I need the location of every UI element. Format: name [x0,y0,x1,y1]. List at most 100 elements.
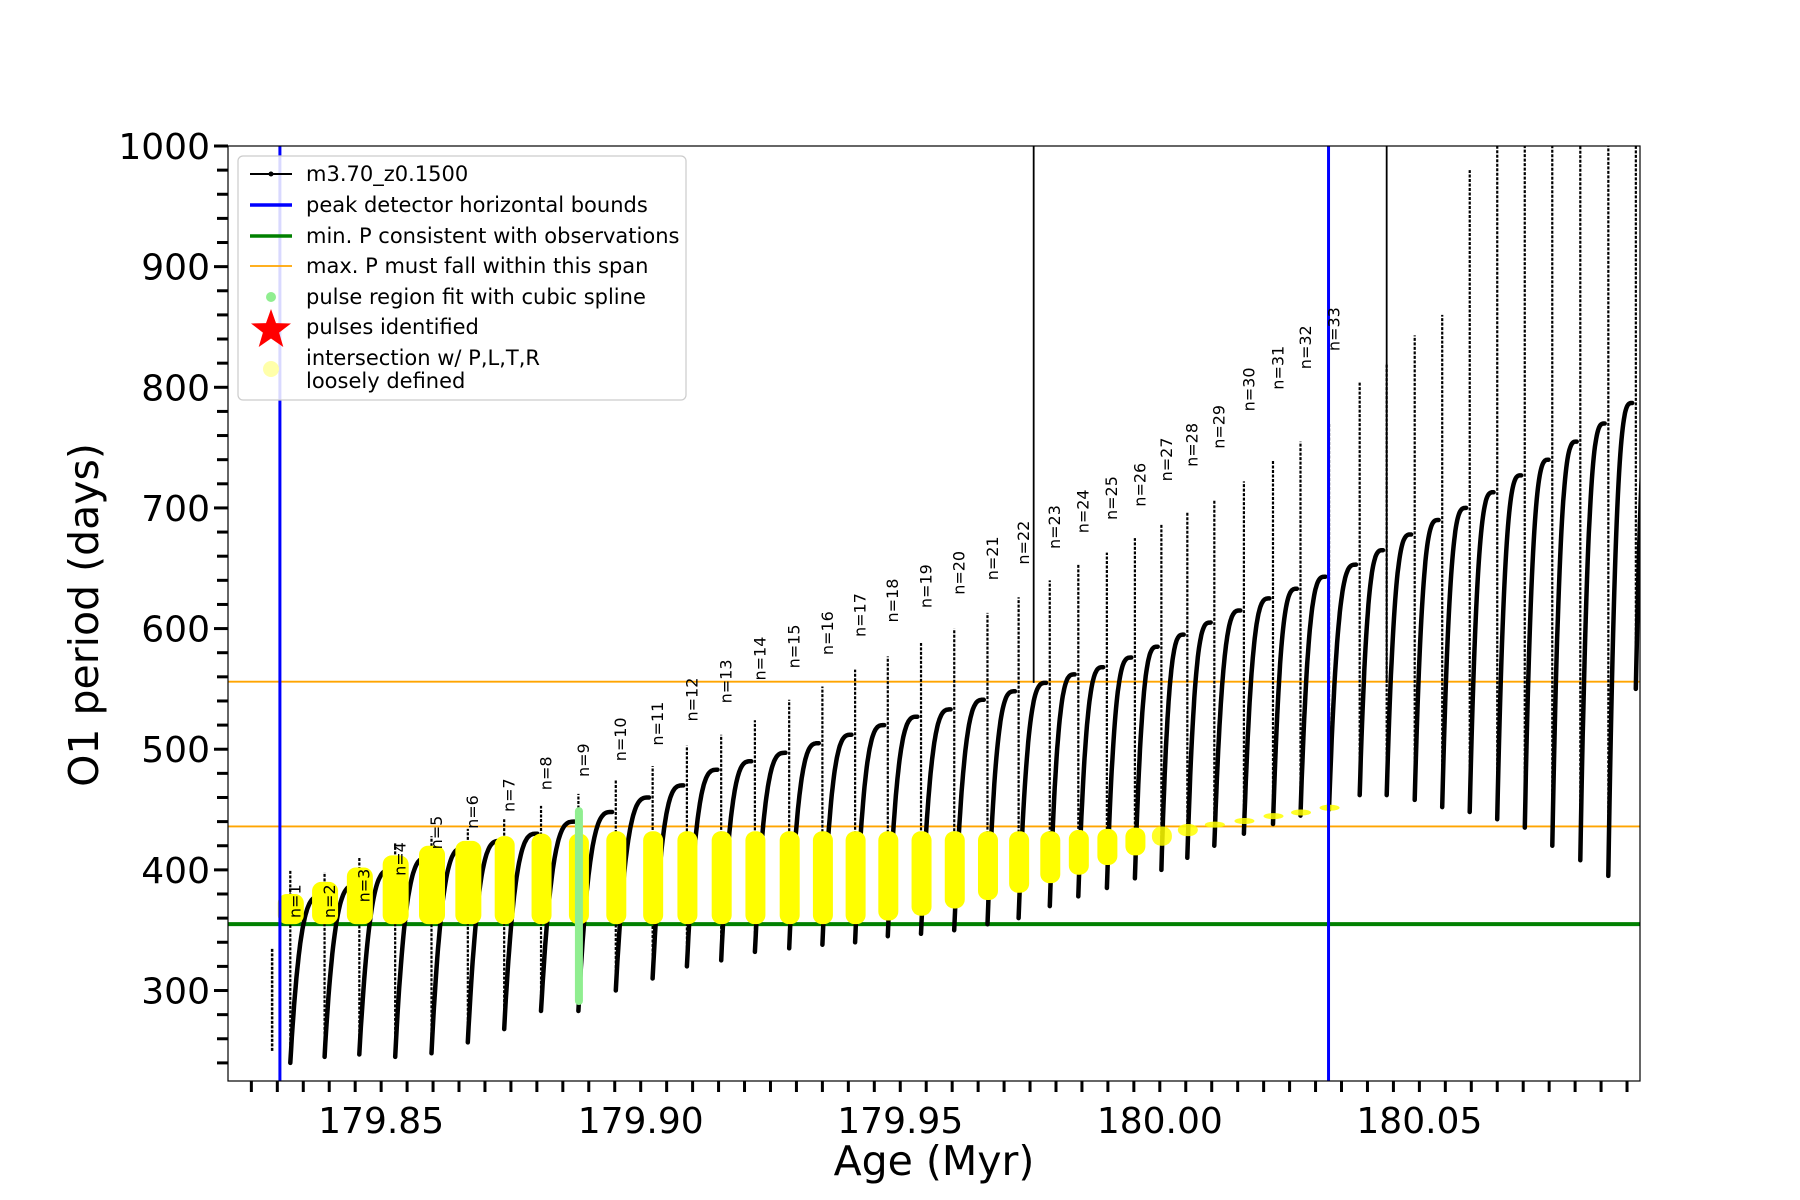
legend-swatch-dot-0 [268,171,274,177]
model-segment-31 [1298,574,1328,818]
pulse-label-27: n=27 [1157,437,1176,481]
model-segment-6 [501,831,540,1032]
model-segment-41 [1578,421,1607,863]
model-segment-7 [538,819,578,1014]
pulse-label-28: n=28 [1183,423,1202,467]
pulse-label-1: n=1 [286,884,305,918]
pulse-label-14: n=14 [750,637,769,681]
intersection-band-7 [494,836,515,925]
intersection-band-8 [531,833,552,925]
model-segment-43 [1633,465,1640,692]
intersection-markers [277,804,1340,925]
model-segment-23 [1076,664,1106,899]
model-segment-22 [1047,672,1077,909]
spline-region [574,807,583,1005]
model-segment-20 [985,689,1018,927]
legend-label-5: pulses identified [306,315,479,339]
intersection-band-19 [911,831,932,916]
pulse-label-25: n=25 [1102,476,1121,520]
pulse-label-32: n=32 [1296,325,1315,369]
model-segment-39 [1522,457,1551,830]
intersection-band-4 [382,855,409,925]
pulse-label-20: n=20 [950,551,969,595]
pulse-label-29: n=29 [1210,405,1229,449]
intersection-band-31 [1263,813,1284,820]
pulse-label-18: n=18 [883,579,902,623]
intersection-band-2 [312,881,339,925]
pulse-label-33: n=33 [1324,307,1343,351]
intersection-band-23 [1040,831,1061,884]
legend-label-3: max. P must fall within this span [306,254,648,278]
pulse-label-19: n=19 [916,564,935,608]
intersection-band-29 [1204,821,1225,828]
plot-frame [227,145,1641,1082]
pulse-label-30: n=30 [1239,367,1258,411]
legend-box [237,155,687,401]
y-tick-label-1: 400 [141,851,210,892]
intersection-band-21 [977,831,998,901]
intersection-band-25 [1097,828,1118,866]
intersection-band-1 [277,894,304,925]
intersection-band-5 [419,845,446,925]
intersection-band-18 [878,831,899,921]
model-segment-21 [1016,680,1049,921]
intersection-band-17 [845,831,866,925]
model-segment-29 [1241,596,1272,836]
orange-span-lines [228,680,1640,927]
pulse-label-9: n=9 [574,743,593,777]
y-tick-label-2: 500 [141,730,210,771]
y-tick-label-3: 600 [141,610,210,651]
pulse-label-11: n=11 [648,702,667,746]
model-segment-38 [1494,473,1524,822]
y-tick-label-6: 900 [141,248,210,289]
y-axis-label: O1 period (days) [60,443,108,787]
x-tick-label-0: 179.85 [318,1101,444,1142]
intersection-band-26 [1125,827,1146,856]
intersection-band-16 [812,831,833,925]
pulse-label-21: n=21 [983,536,1002,580]
legend-label-7: loosely defined [306,369,465,393]
pulse-label-13: n=13 [717,659,736,703]
pulse-label-26: n=26 [1130,463,1149,507]
pulse-label-2: n=2 [320,884,339,918]
legend-label-2: min. P consistent with observations [306,224,679,248]
intersection-band-6 [455,840,482,925]
y-tick-label-5: 800 [141,368,210,409]
pulse-label-8: n=8 [536,756,555,790]
axes: 179.85 179.90 179.95 180.00 180.05 300 400 500 6… [118,127,1629,1142]
model-segment-32 [1326,562,1359,812]
x-tick-label-3: 180.00 [1097,1101,1223,1142]
intersection-band-15 [779,831,800,925]
model-segment-19 [951,697,987,933]
x-tick-label-1: 179.90 [578,1101,704,1142]
intersection-band-10 [606,831,627,925]
intersection-band-30 [1234,817,1255,824]
legend-label-1: peak detector horizontal bounds [306,193,648,217]
intersection-band-11 [643,831,664,925]
pulse-label-17: n=17 [851,593,870,637]
pulse-label-16: n=16 [818,611,837,655]
x-tick-label-2: 179.95 [837,1101,963,1142]
model-segment-27 [1185,620,1213,861]
legend-label-6: intersection w/ P,L,T,R [306,346,540,370]
intersection-band-20 [944,831,965,909]
intersection-band-14 [745,831,766,925]
intersection-band-12 [677,831,698,925]
model-segment-37 [1467,490,1496,815]
x-axis-label: Age (Myr) [834,1137,1035,1185]
model-segment-24 [1104,655,1134,891]
model-segment-35 [1412,517,1441,803]
x-tick-label-4: 180.05 [1356,1101,1482,1142]
legend-swatch-7 [263,361,279,377]
intersection-band-32 [1291,809,1312,816]
model-segment-34 [1384,532,1414,798]
model-segment-30 [1270,586,1300,827]
pulse-label-15: n=15 [785,624,804,668]
legend-swatch-4 [266,292,276,302]
model-segment-42 [1606,400,1635,879]
model-segment-33 [1357,547,1386,798]
model-segment-40 [1550,439,1579,848]
legend-label-0: m3.70_z0.1500 [306,162,468,187]
intersection-band-13 [711,831,732,925]
